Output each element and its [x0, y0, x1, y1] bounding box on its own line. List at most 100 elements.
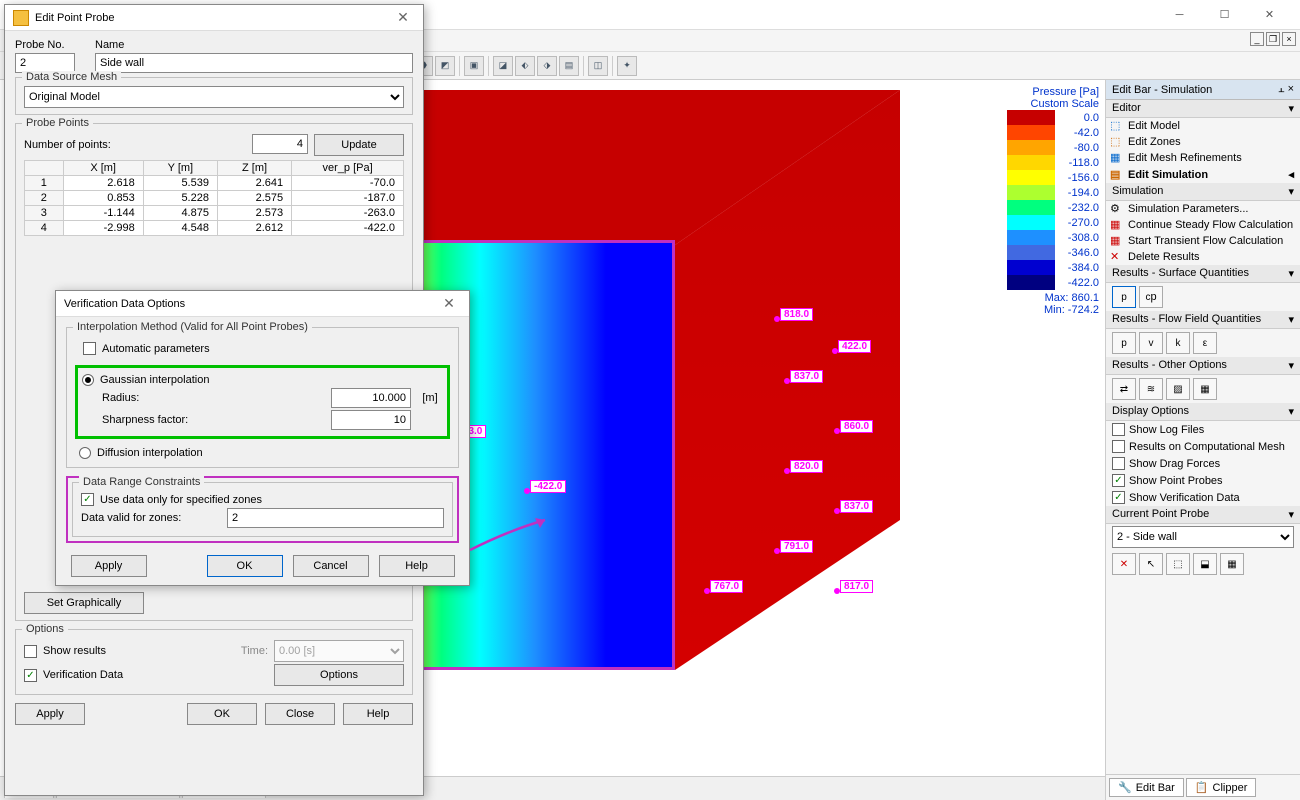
section-simulation: Simulation: [1112, 185, 1163, 198]
chk-auto-params[interactable]: [83, 342, 96, 355]
chk-show-drag[interactable]: [1112, 457, 1125, 470]
radio-gaussian[interactable]: [82, 374, 94, 386]
dialog-title: Edit Point Probe: [35, 12, 391, 24]
data-range-constraints-group: Data Range Constraints ✓ Use data only f…: [72, 482, 453, 537]
btn-ff-k[interactable]: k: [1166, 332, 1190, 354]
interpolation-method-group: Interpolation Method (Valid for All Poin…: [66, 327, 459, 468]
tab-edit-bar[interactable]: 🔧Edit Bar: [1109, 778, 1184, 797]
options-button[interactable]: Options: [274, 664, 404, 686]
btn-probe-tool1[interactable]: ↖: [1139, 553, 1163, 575]
probe-name-label: Name: [95, 39, 413, 51]
mdi-close-icon[interactable]: ×: [1282, 32, 1296, 46]
gaussian-highlight: Gaussian interpolation Radius: [m] Sharp…: [75, 365, 450, 439]
btn-other1[interactable]: ⇄: [1112, 378, 1136, 400]
btn-cp[interactable]: cp: [1139, 286, 1163, 308]
dialog2-close-button[interactable]: ✕: [437, 295, 461, 312]
time-select: 0.00 [s]: [274, 640, 404, 662]
chk-results-mesh[interactable]: [1112, 440, 1125, 453]
data-source-mesh-group: Data Source Mesh Original Model: [15, 77, 413, 115]
ok-button[interactable]: OK: [187, 703, 257, 725]
data-source-mesh-select[interactable]: Original Model: [24, 86, 404, 108]
item-edit-mesh[interactable]: ▦Edit Mesh Refinements: [1106, 150, 1300, 166]
cancel-button[interactable]: Cancel: [293, 555, 369, 577]
panel-close-icon[interactable]: ×: [1288, 83, 1294, 95]
btn-probe-tool2[interactable]: ⬚: [1166, 553, 1190, 575]
chk-show-results[interactable]: [24, 645, 37, 658]
apply-button-2[interactable]: Apply: [71, 555, 147, 577]
item-sim-params[interactable]: ⚙Simulation Parameters...: [1106, 201, 1300, 217]
valid-zones-input[interactable]: [227, 508, 444, 528]
chk-show-verification[interactable]: ✓: [1112, 491, 1125, 504]
item-delete-results[interactable]: ✕Delete Results: [1106, 249, 1300, 265]
btn-ff-v[interactable]: v: [1139, 332, 1163, 354]
btn-probe-tool3[interactable]: ⬓: [1193, 553, 1217, 575]
btn-other3[interactable]: ▨: [1166, 378, 1190, 400]
tool-icon[interactable]: ⬖: [515, 56, 535, 76]
btn-p[interactable]: p: [1112, 286, 1136, 308]
annotation-arrow: [470, 520, 550, 560]
tool-icon[interactable]: ▣: [464, 56, 484, 76]
data-range-highlight: Data Range Constraints ✓ Use data only f…: [66, 476, 459, 543]
section-editor: Editor: [1112, 102, 1141, 115]
close-button[interactable]: Close: [265, 703, 335, 725]
num-points-label: Number of points:: [24, 139, 111, 151]
tool-icon[interactable]: ✦: [617, 56, 637, 76]
chk-show-log[interactable]: [1112, 423, 1125, 436]
options-group: Options Show results Time: 0.00 [s] ✓ Ve…: [15, 629, 413, 695]
apply-button[interactable]: Apply: [15, 703, 85, 725]
btn-ff-p[interactable]: p: [1112, 332, 1136, 354]
item-edit-simulation[interactable]: ▤Edit Simulation◂: [1106, 166, 1300, 183]
edit-bar-panel: Edit Bar - Simulation⫠ × Editor▾ ⬚Edit M…: [1105, 80, 1300, 800]
btn-ff-eps[interactable]: ε: [1193, 332, 1217, 354]
item-start-transient[interactable]: ▦Start Transient Flow Calculation: [1106, 233, 1300, 249]
help-button[interactable]: Help: [343, 703, 413, 725]
valid-zones-label: Data valid for zones:: [81, 512, 221, 524]
dialog2-title: Verification Data Options: [64, 298, 437, 310]
pressure-legend: Pressure [Pa] Custom Scale 0.0-42.0-80.0…: [1007, 86, 1099, 316]
radius-input[interactable]: [331, 388, 411, 408]
section-results-other: Results - Other Options: [1112, 359, 1227, 372]
set-graphically-button[interactable]: Set Graphically: [24, 592, 144, 614]
sharpness-input[interactable]: [331, 410, 411, 430]
chk-show-point-probes[interactable]: ✓: [1112, 474, 1125, 487]
tool-icon[interactable]: ◫: [588, 56, 608, 76]
btn-probe-tool4[interactable]: ▦: [1220, 553, 1244, 575]
item-edit-model[interactable]: ⬚Edit Model: [1106, 118, 1300, 134]
ok-button-2[interactable]: OK: [207, 555, 283, 577]
probe-name-input[interactable]: [95, 53, 413, 73]
pin-icon[interactable]: ⫠: [1278, 83, 1285, 95]
item-edit-zones[interactable]: ⬚Edit Zones: [1106, 134, 1300, 150]
section-results-flowfield: Results - Flow Field Quantities: [1112, 313, 1261, 326]
radio-diffusion[interactable]: [79, 447, 91, 459]
tab-clipper[interactable]: 📋Clipper: [1186, 778, 1257, 797]
section-results-surface: Results - Surface Quantities: [1112, 267, 1249, 280]
radius-label: Radius:: [102, 392, 222, 404]
dialog-icon: [13, 10, 29, 26]
tool-icon[interactable]: ◪: [493, 56, 513, 76]
probe-points-table[interactable]: X [m]Y [m]Z [m]ver_p [Pa] 12.6185.5392.6…: [24, 160, 404, 236]
tool-icon[interactable]: ⬗: [537, 56, 557, 76]
section-display-options: Display Options: [1112, 405, 1189, 418]
help-button-2[interactable]: Help: [379, 555, 455, 577]
verification-data-options-dialog: Verification Data Options ✕ Interpolatio…: [55, 290, 470, 586]
current-probe-select[interactable]: 2 - Side wall: [1112, 526, 1294, 548]
maximize-button[interactable]: ☐: [1202, 1, 1247, 29]
btn-other2[interactable]: ≋: [1139, 378, 1163, 400]
chk-verification-data[interactable]: ✓: [24, 669, 37, 682]
item-continue-calc[interactable]: ▦Continue Steady Flow Calculation: [1106, 217, 1300, 233]
mdi-min-icon[interactable]: _: [1250, 32, 1264, 46]
probe-no-label: Probe No.: [15, 39, 85, 51]
tool-icon[interactable]: ◩: [435, 56, 455, 76]
close-button[interactable]: ✕: [1247, 1, 1292, 29]
mdi-restore-icon[interactable]: ❐: [1266, 32, 1280, 46]
dialog-close-button[interactable]: ✕: [391, 9, 415, 26]
btn-del-probe[interactable]: ✕: [1112, 553, 1136, 575]
num-points-input[interactable]: [252, 134, 308, 154]
panel-title: Edit Bar - Simulation⫠ ×: [1106, 80, 1300, 100]
minimize-button[interactable]: ─: [1157, 1, 1202, 29]
btn-other4[interactable]: ▦: [1193, 378, 1217, 400]
probe-no-input[interactable]: [15, 53, 75, 73]
chk-use-zones[interactable]: ✓: [81, 493, 94, 506]
update-button[interactable]: Update: [314, 134, 404, 156]
tool-icon[interactable]: ▤: [559, 56, 579, 76]
